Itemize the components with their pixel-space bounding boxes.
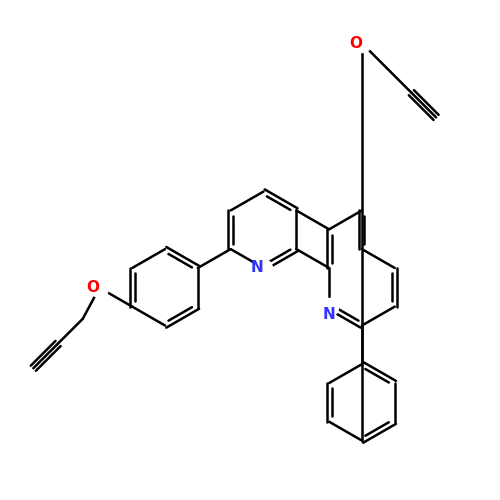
Text: N: N [322,306,336,322]
Text: O: O [349,36,362,51]
Text: N: N [250,260,264,276]
Text: O: O [86,280,100,295]
